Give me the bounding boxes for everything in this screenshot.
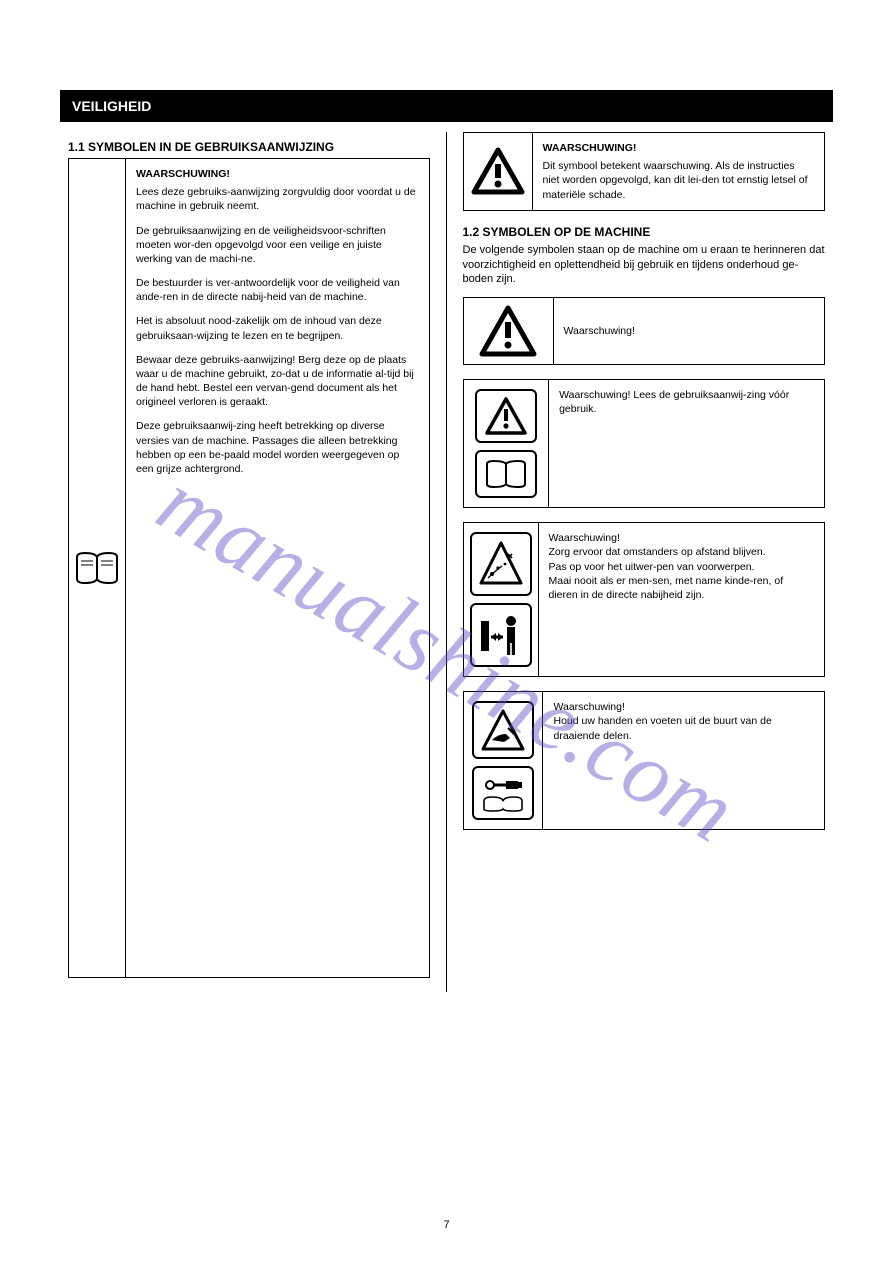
box1-p4: Het is absoluut nood-zakelijk om de inho… [136,314,419,342]
box1-p6: Deze gebruiksaanwij-zing heeft betrekkin… [136,419,419,476]
box1-p2: De gebruiksaanwijzing en de veiligheidsv… [136,224,419,267]
box1-p1: Lees deze gebruiks-aanwijzing zorgvuldig… [136,185,419,213]
header-title: VEILIGHEID [72,98,151,114]
machine-symbol-bystanders: Waarschuwing! Zorg ervoor dat omstanders… [463,522,826,677]
machine-symbol-rotating: Waarschuwing! Houd uw handen en voeten u… [463,691,826,830]
manual-read-box: WAARSCHUWING! Lees deze gebruiks-aanwijz… [68,158,430,978]
rbox4-text: Waarschuwing! Zorg ervoor dat omstanders… [539,523,825,676]
book-icon [75,551,119,585]
box1-p5: Bewaar deze gebruiks-aanwijzing! Berg de… [136,353,419,410]
page-number: 7 [0,1219,893,1231]
right-section-title: SYMBOLEN OP DE MACHINE [483,225,651,239]
hand-cut-icon [480,708,526,752]
spark-plug-icon [480,773,526,813]
left-column: 1.1 SYMBOLEN IN DE GEBRUIKSAANWIJZING [60,132,447,992]
warning-meaning-text: WAARSCHUWING! Dit symbool betekent waars… [533,133,825,210]
section-header: VEILIGHEID [60,90,833,122]
keep-distance-icon [477,611,525,659]
book-icon [485,459,527,489]
manual-read-text: WAARSCHUWING! Lees deze gebruiks-aanwijz… [126,159,429,977]
warning-meaning-box: WAARSCHUWING! Dit symbool betekent waars… [463,132,826,211]
warning-triangle-icon [484,396,528,436]
right-section-num: 1.2 [463,225,480,239]
right-column: WAARSCHUWING! Dit symbool betekent waars… [447,132,834,992]
rbox1-body: Dit symbool betekent waarschuwing. Als d… [543,159,815,202]
box1-p3: De bestuurder is ver-antwoordelijk voor … [136,276,419,304]
rbox2-text: Waarschuwing! [554,298,645,364]
two-column-layout: 1.1 SYMBOLEN IN DE GEBRUIKSAANWIJZING [60,132,833,992]
warning-triangle-icon [470,146,526,196]
right-intro: De volgende symbolen staan op de machine… [463,243,826,288]
warning-triangle-icon [478,304,538,358]
left-section-heading: 1.1 SYMBOLEN IN DE GEBRUIKSAANWIJZING [68,140,430,154]
machine-symbol-warning: Waarschuwing! [463,297,826,365]
left-section-num: 1.1 [68,140,85,154]
left-section-title: SYMBOLEN IN DE GEBRUIKSAANWIJZING [88,140,334,154]
box1-title: WAARSCHUWING! [136,167,419,181]
machine-symbol-readmanual: Waarschuwing! Lees de gebruiksaanwij-zin… [463,379,826,508]
rbox5-text: Waarschuwing! Houd uw handen en voeten u… [543,692,824,829]
rbox3-text: Waarschuwing! Lees de gebruiksaanwij-zin… [549,380,824,507]
rbox1-title: WAARSCHUWING! [543,141,815,155]
right-section-heading: 1.2 SYMBOLEN OP DE MACHINE [463,225,826,239]
flying-object-icon [478,540,524,588]
